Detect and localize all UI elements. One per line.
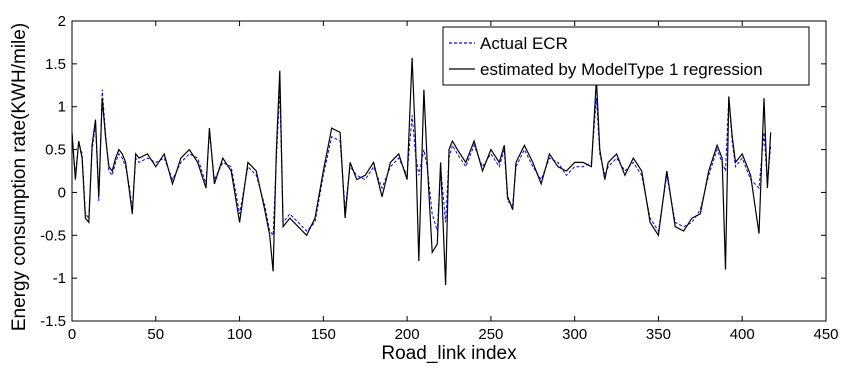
x-tick-label: 50 <box>147 326 164 343</box>
series-line-1 <box>71 57 772 286</box>
legend-label-actual-ecr: Actual ECR <box>480 34 568 53</box>
legend-box <box>442 26 810 86</box>
x-tick-label: 100 <box>227 326 252 343</box>
x-axis-title: Road_link index <box>381 343 517 364</box>
y-tick-label: 2 <box>58 13 66 30</box>
plot-frame <box>71 20 827 322</box>
legend-label-estimated: estimated by ModelType 1 regression <box>480 60 763 79</box>
y-tick-label: -1 <box>53 270 66 287</box>
x-tick-label: 400 <box>730 326 755 343</box>
x-tick-label: 300 <box>562 326 587 343</box>
series-line-0 <box>71 89 772 237</box>
y-axis-ticks: -1.5 -1 -0.5 0 0.5 1 1.5 2 <box>40 13 826 330</box>
y-tick-label: 0 <box>58 184 66 201</box>
plot-lines <box>71 57 772 286</box>
legend: Actual ECR estimated by ModelType 1 regr… <box>442 26 810 86</box>
y-tick-label: 0.5 <box>45 142 66 159</box>
x-axis-ticks: 0 50 100 150 200 250 300 350 400 450 <box>68 21 839 343</box>
x-tick-label: 350 <box>646 326 671 343</box>
x-tick-label: 250 <box>478 326 503 343</box>
x-tick-label: 450 <box>813 326 838 343</box>
x-tick-label: 200 <box>395 326 420 343</box>
x-tick-label: 150 <box>311 326 336 343</box>
x-tick-label: 0 <box>68 326 76 343</box>
y-axis-title: Energy consumption rate(KWH/mile) <box>9 23 30 331</box>
y-tick-label: 1 <box>58 99 66 116</box>
y-tick-label: -0.5 <box>40 227 66 244</box>
y-tick-label: -1.5 <box>40 313 66 330</box>
y-tick-label: 1.5 <box>45 56 66 73</box>
